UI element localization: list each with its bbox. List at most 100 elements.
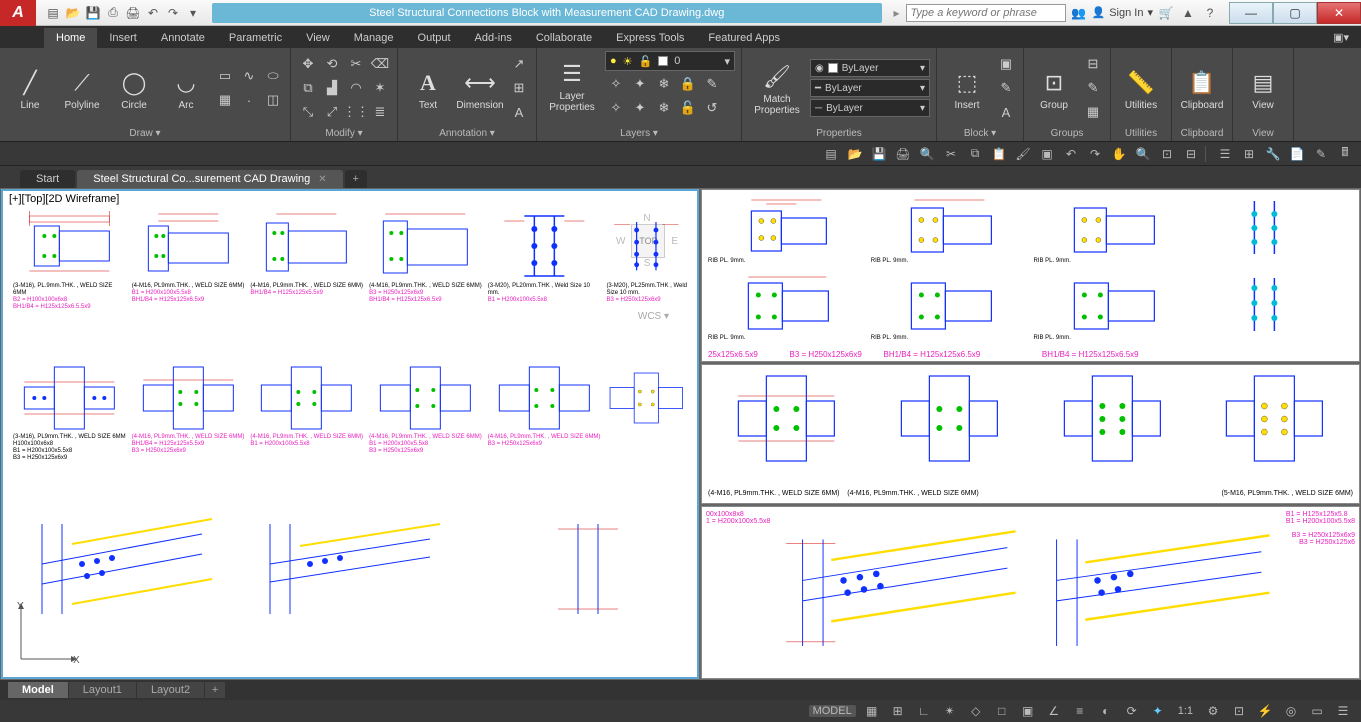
status-ws-icon[interactable]: ⊡ xyxy=(1229,702,1249,720)
qat-drop-icon[interactable]: ▾ xyxy=(184,4,202,22)
help-search-input[interactable] xyxy=(906,4,1066,22)
maximize-button[interactable]: ▢ xyxy=(1273,2,1317,24)
a360-icon[interactable]: ▲ xyxy=(1179,4,1197,22)
ribbon-tab-home[interactable]: Home xyxy=(44,28,97,48)
tb2-block-icon[interactable]: ▣ xyxy=(1037,144,1057,164)
rect-icon[interactable]: ▭ xyxy=(214,65,236,87)
qat-redo-icon[interactable]: ↷ xyxy=(164,4,182,22)
ribbon-collapse-icon[interactable]: ▣▾ xyxy=(1321,27,1361,48)
panel-title-view[interactable]: View xyxy=(1239,126,1287,141)
ribbon-tab-collaborate[interactable]: Collaborate xyxy=(524,28,604,48)
layer-uniso-icon[interactable]: ✦ xyxy=(629,97,651,119)
create-block-icon[interactable]: ▣ xyxy=(995,53,1017,75)
panel-title-properties[interactable]: Properties xyxy=(748,126,930,141)
status-3dosnap-icon[interactable]: ▣ xyxy=(1018,702,1038,720)
polyline-button[interactable]: ⟋Polyline xyxy=(58,53,106,123)
panel-title-layers[interactable]: Layers ▾ xyxy=(543,126,735,141)
layer-unlock-icon[interactable]: 🔓 xyxy=(677,97,699,119)
ellipse-icon[interactable]: ⬭ xyxy=(262,65,284,87)
file-tab-start[interactable]: Start xyxy=(20,170,75,188)
status-ortho-icon[interactable]: ∟ xyxy=(914,702,934,720)
tb2-zoomwin-icon[interactable]: ⊡ xyxy=(1157,144,1177,164)
clipboard-button[interactable]: 📋Clipboard xyxy=(1178,53,1226,123)
ungroup-icon[interactable]: ⊟ xyxy=(1082,53,1104,75)
table-icon[interactable]: ⊞ xyxy=(508,77,530,99)
file-tab-add-icon[interactable]: + xyxy=(345,170,367,188)
help-icon[interactable]: ? xyxy=(1201,4,1219,22)
tb2-tool-icon[interactable]: 🔧 xyxy=(1263,144,1283,164)
status-otrack-icon[interactable]: ∠ xyxy=(1044,702,1064,720)
edit-block-icon[interactable]: ✎ xyxy=(995,77,1017,99)
tab-close-icon[interactable]: ✕ xyxy=(318,174,326,185)
layout-tab-add-icon[interactable]: + xyxy=(205,682,225,698)
ribbon-tab-parametric[interactable]: Parametric xyxy=(217,28,294,48)
tb2-preview-icon[interactable]: 🔍 xyxy=(917,144,937,164)
status-polar-icon[interactable]: ✴ xyxy=(940,702,960,720)
status-snap-icon[interactable]: ⊞ xyxy=(888,702,908,720)
color-combo[interactable]: ◉ByLayer▾ xyxy=(810,59,930,77)
panel-title-block[interactable]: Block ▾ xyxy=(943,126,1017,141)
layer-combo[interactable]: ● ☀ 🔓 0 ▾ xyxy=(605,51,735,71)
status-annoscale-icon[interactable]: ⚙ xyxy=(1203,702,1223,720)
mirror-icon[interactable]: ▟ xyxy=(321,77,343,99)
line-button[interactable]: ╱Line xyxy=(6,53,54,123)
stretch-icon[interactable]: ⤡ xyxy=(297,101,319,123)
layer-freeze-icon[interactable]: ❄ xyxy=(653,73,675,95)
ribbon-tab-featured[interactable]: Featured Apps xyxy=(696,28,792,48)
view-button[interactable]: ▤View xyxy=(1239,53,1287,123)
tb2-cut-icon[interactable]: ✂ xyxy=(941,144,961,164)
hatch-icon[interactable]: ▦ xyxy=(214,89,236,111)
status-model-button[interactable]: MODEL xyxy=(809,705,856,717)
layout-tab-model[interactable]: Model xyxy=(8,682,68,698)
erase-icon[interactable]: ⌫ xyxy=(369,53,391,75)
trim-icon[interactable]: ✂ xyxy=(345,53,367,75)
tb2-pan-icon[interactable]: ✋ xyxy=(1109,144,1129,164)
layer-properties-button[interactable]: ☰Layer Properties xyxy=(543,50,601,120)
circle-button[interactable]: ◯Circle xyxy=(110,53,158,123)
layout-tab-layout2[interactable]: Layout2 xyxy=(137,682,204,698)
tb2-sheet-icon[interactable]: 📄 xyxy=(1287,144,1307,164)
tb2-print-icon[interactable]: 🖨 xyxy=(893,144,913,164)
rotate-icon[interactable]: ⟲ xyxy=(321,53,343,75)
scale-icon[interactable]: ⤢ xyxy=(321,101,343,123)
signin-button[interactable]: 👤 Sign In ▾ xyxy=(1092,6,1153,19)
tb2-dcenter-icon[interactable]: ⊞ xyxy=(1239,144,1259,164)
tb2-markup-icon[interactable]: ✎ xyxy=(1311,144,1331,164)
utilities-button[interactable]: 📏Utilities xyxy=(1117,53,1165,123)
match-properties-button[interactable]: 🖌Match Properties xyxy=(748,53,806,123)
arc-button[interactable]: ◡Arc xyxy=(162,53,210,123)
lineweight-combo[interactable]: ━ByLayer▾ xyxy=(810,79,930,97)
offset-icon[interactable]: ≣ xyxy=(369,101,391,123)
layer-iso-icon[interactable]: ✦ xyxy=(629,73,651,95)
group-sel-icon[interactable]: ▦ xyxy=(1082,101,1104,123)
ribbon-tab-annotate[interactable]: Annotate xyxy=(149,28,217,48)
move-icon[interactable]: ✥ xyxy=(297,53,319,75)
status-transparency-icon[interactable]: ◐ xyxy=(1096,702,1116,720)
viewport-label[interactable]: [+][Top][2D Wireframe] xyxy=(7,193,121,205)
spline-icon[interactable]: ∿ xyxy=(238,65,260,87)
tb2-open-icon[interactable]: 📂 xyxy=(845,144,865,164)
status-grid-icon[interactable]: ▦ xyxy=(862,702,882,720)
ribbon-tab-express[interactable]: Express Tools xyxy=(604,28,696,48)
status-lwt-icon[interactable]: ≡ xyxy=(1070,702,1090,720)
array-icon[interactable]: ⋮⋮ xyxy=(345,101,367,123)
close-button[interactable]: ✕ xyxy=(1317,2,1361,24)
copy-icon[interactable]: ⧉ xyxy=(297,77,319,99)
tb2-undo-icon[interactable]: ↶ xyxy=(1061,144,1081,164)
file-tab-drawing[interactable]: Steel Structural Co...surement CAD Drawi… xyxy=(77,170,342,188)
app-logo[interactable]: A xyxy=(0,0,36,26)
group-edit-icon[interactable]: ✎ xyxy=(1082,77,1104,99)
viewport-mid-right[interactable]: (4-M16, PL9mm.THK. , WELD SIZE 6MM) (4-M… xyxy=(701,364,1360,503)
ribbon-tab-insert[interactable]: Insert xyxy=(97,28,149,48)
qat-open-icon[interactable]: 📂 xyxy=(64,4,82,22)
panel-title-annotation[interactable]: Annotation ▾ xyxy=(404,126,530,141)
layer-prev-icon[interactable]: ↺ xyxy=(701,97,723,119)
status-custom-icon[interactable]: ☰ xyxy=(1333,702,1353,720)
ribbon-tab-addins[interactable]: Add-ins xyxy=(463,28,524,48)
region-icon[interactable]: ◫ xyxy=(262,89,284,111)
status-hardware-icon[interactable]: ⚡ xyxy=(1255,702,1275,720)
attr-icon[interactable]: A xyxy=(995,101,1017,123)
ribbon-tab-output[interactable]: Output xyxy=(406,28,463,48)
tb2-save-icon[interactable]: 💾 xyxy=(869,144,889,164)
tb2-redo-icon[interactable]: ↷ xyxy=(1085,144,1105,164)
